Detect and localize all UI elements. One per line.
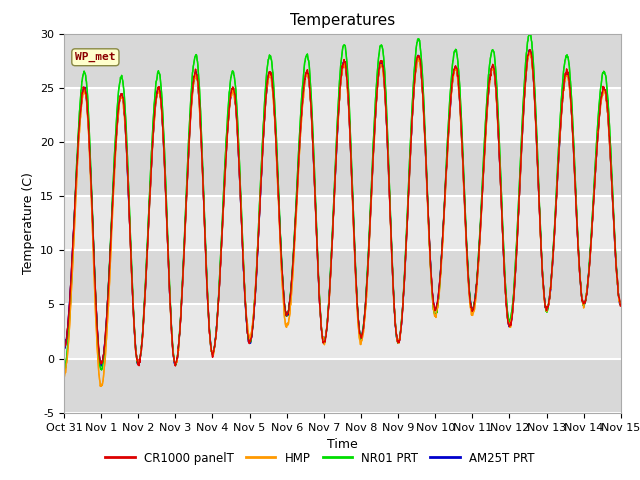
Bar [64, 142, 621, 196]
Text: WP_met: WP_met [75, 52, 116, 62]
Bar [64, 88, 621, 142]
Bar [64, 196, 621, 250]
Bar [64, 359, 621, 413]
Legend: CR1000 panelT, HMP, NR01 PRT, AM25T PRT: CR1000 panelT, HMP, NR01 PRT, AM25T PRT [100, 447, 540, 469]
X-axis label: Time: Time [327, 438, 358, 451]
Bar [64, 304, 621, 359]
Title: Temperatures: Temperatures [290, 13, 395, 28]
Bar [64, 250, 621, 304]
Bar [64, 34, 621, 88]
Y-axis label: Temperature (C): Temperature (C) [22, 172, 35, 274]
